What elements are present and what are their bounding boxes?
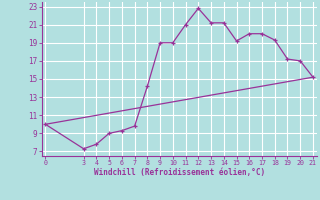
X-axis label: Windchill (Refroidissement éolien,°C): Windchill (Refroidissement éolien,°C) (94, 168, 265, 177)
